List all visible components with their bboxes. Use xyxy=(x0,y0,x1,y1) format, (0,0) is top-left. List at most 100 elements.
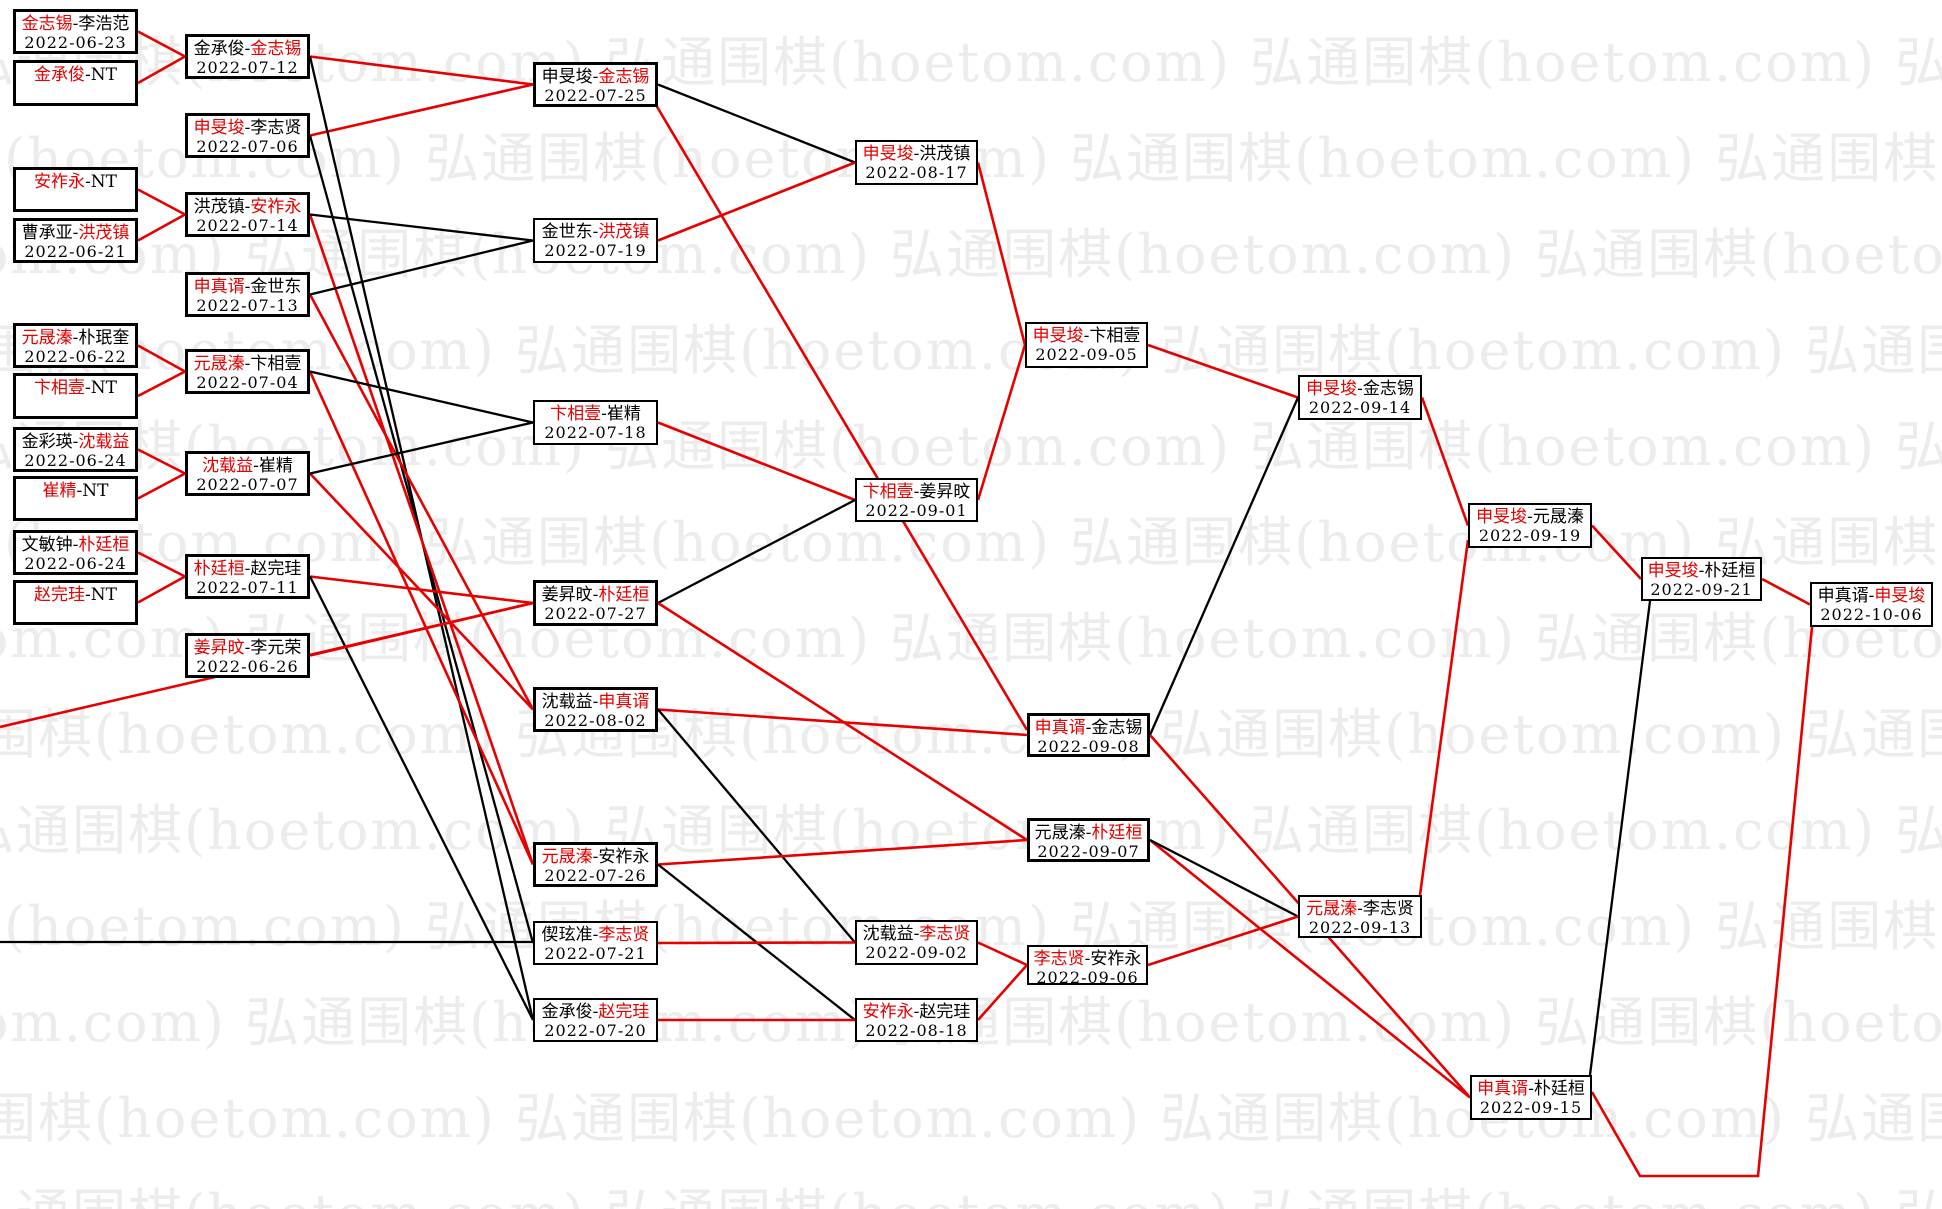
winner-path-line xyxy=(657,708,1028,737)
match-box-C6[interactable]: 元晟溱-安祚永 2022-07-26 xyxy=(533,842,658,887)
match-box-C8[interactable]: 金承俊-赵完珪 2022-07-20 xyxy=(533,998,658,1042)
player-1: 卞相壹 xyxy=(550,404,602,424)
loser-path-line xyxy=(657,498,856,605)
match-box-B6[interactable]: 沈载益-崔精 2022-07-07 xyxy=(185,451,310,496)
winner-path-line xyxy=(657,941,856,945)
match-players: 元晟溱-安祚永 xyxy=(536,847,655,867)
player-1: 元晟溱 xyxy=(541,847,593,867)
match-date: 2022-09-15 xyxy=(1479,1098,1583,1117)
match-box-H1[interactable]: 申旻埈-朴廷桓 2022-09-21 xyxy=(1641,557,1762,601)
match-players: 金世东-洪茂镇 xyxy=(535,222,656,242)
player-1: 申旻埈 xyxy=(1306,379,1358,399)
match-box-A4[interactable]: 曹承亚-洪茂镇 2022-06-21 xyxy=(13,218,138,263)
match-box-C1[interactable]: 申旻埈-金志锡 2022-07-25 xyxy=(533,62,658,107)
winner-path-line xyxy=(1761,577,1811,606)
player-2: 赵完珪 xyxy=(250,559,302,579)
player-1: 金承俊 xyxy=(193,39,245,59)
player-1: 金承俊 xyxy=(34,65,86,85)
player-1: 申真谞 xyxy=(1034,718,1086,738)
player-1: 申旻埈 xyxy=(541,67,593,87)
players-separator: - xyxy=(253,456,259,476)
match-box-A1[interactable]: 金志锡-李浩范 2022-06-23 xyxy=(13,9,138,54)
winner-path-line xyxy=(137,551,186,578)
match-box-G2[interactable]: 申真谞-朴廷桓 2022-09-15 xyxy=(1470,1075,1592,1120)
player-1: 崔精 xyxy=(42,481,77,501)
match-box-C4[interactable]: 姜昇旼-朴廷桓 2022-07-27 xyxy=(533,580,658,626)
match-box-C2[interactable]: 金世东-洪茂镇 2022-07-19 xyxy=(533,218,658,263)
players-separator: - xyxy=(601,404,607,424)
match-box-E1[interactable]: 申旻埈-卞相壹 2022-09-05 xyxy=(1025,322,1148,368)
match-box-A7[interactable]: 金彩瑛-沈载益 2022-06-24 xyxy=(13,427,138,472)
match-date: 2022-09-01 xyxy=(865,501,968,520)
winner-path-line xyxy=(657,421,856,502)
players-separator: - xyxy=(913,482,920,502)
watermark-text: 弘通围棋(hoetom.com) 弘通围棋(hoetom.com) 弘通围棋(h… xyxy=(0,1170,1942,1209)
player-2: 金志锡 xyxy=(598,67,650,87)
player-2: NT xyxy=(90,585,117,605)
match-date: 2022-08-17 xyxy=(865,163,968,182)
match-box-D4[interactable]: 安祚永-赵完珪 2022-08-18 xyxy=(855,998,978,1042)
match-box-E2[interactable]: 申真谞-金志锡 2022-09-08 xyxy=(1027,713,1150,757)
match-box-A5[interactable]: 元晟溱-朴珉奎 2022-06-22 xyxy=(13,323,138,368)
winner-path-line xyxy=(309,575,534,605)
match-box-B8[interactable]: 姜昇旼-李元荣 2022-06-26 xyxy=(185,633,310,678)
match-date: 2022-09-05 xyxy=(1035,345,1138,364)
player-2: 赵完珪 xyxy=(919,1002,971,1022)
winner-path-line xyxy=(137,575,186,604)
match-players: 卞相壹-姜昇旼 xyxy=(857,482,976,502)
loser-path-line xyxy=(657,708,856,944)
match-box-C7[interactable]: 偰玹准-李志贤 2022-07-21 xyxy=(533,921,658,965)
match-players: 元晟溱-卞相壹 xyxy=(188,354,307,374)
match-box-F2[interactable]: 元晟溱-李志贤 2022-09-13 xyxy=(1298,895,1422,938)
player-2: NT xyxy=(90,65,117,85)
players-separator: - xyxy=(1357,899,1363,919)
player-2: 洪茂镇 xyxy=(598,222,650,242)
players-separator: - xyxy=(85,65,91,85)
match-players: 申旻埈-朴廷桓 xyxy=(1643,561,1760,581)
match-box-A6[interactable]: 卞相壹-NT xyxy=(13,373,138,419)
match-players: 元晟溱-朴廷桓 xyxy=(1030,823,1147,843)
match-box-E4[interactable]: 李志贤-安祚永 2022-09-06 xyxy=(1027,945,1148,987)
match-box-F1[interactable]: 申旻埈-金志锡 2022-09-14 xyxy=(1298,375,1422,420)
players-separator: - xyxy=(1085,718,1092,738)
match-box-B2[interactable]: 申旻埈-李志贤 2022-07-06 xyxy=(185,113,310,158)
winner-path-line xyxy=(657,838,1028,866)
match-box-B5[interactable]: 元晟溱-卞相壹 2022-07-04 xyxy=(185,349,310,394)
player-2: 李志贤 xyxy=(598,925,650,945)
match-box-B1[interactable]: 金承俊-金志锡 2022-07-12 xyxy=(185,34,310,79)
match-box-A3[interactable]: 安祚永-NT xyxy=(13,167,138,212)
players-separator: - xyxy=(592,585,599,605)
match-box-A2[interactable]: 金承俊-NT xyxy=(13,60,138,106)
winner-path-line xyxy=(1147,343,1299,399)
match-box-A10[interactable]: 赵完珪-NT xyxy=(13,580,138,625)
player-2: 申旻埈 xyxy=(1874,586,1926,606)
match-box-A9[interactable]: 文敏钟-朴廷桓 2022-06-24 xyxy=(13,530,138,575)
match-box-C5[interactable]: 沈载益-申真谞 2022-08-02 xyxy=(533,687,658,732)
match-date: 2022-07-21 xyxy=(544,944,647,963)
match-box-C3[interactable]: 卞相壹-崔精 2022-07-18 xyxy=(533,400,658,445)
player-2: 李志贤 xyxy=(1362,899,1414,919)
winner-path-line xyxy=(137,448,186,475)
match-box-D3[interactable]: 沈载益-李志贤 2022-09-02 xyxy=(855,920,978,965)
match-date: 2022-06-23 xyxy=(24,33,127,52)
match-box-D2[interactable]: 卞相壹-姜昇旼 2022-09-01 xyxy=(855,478,978,522)
player-2: NT xyxy=(90,378,117,398)
match-box-B3[interactable]: 洪茂镇-安祚永 2022-07-14 xyxy=(185,192,310,237)
players-separator: - xyxy=(1527,507,1533,527)
match-box-G1[interactable]: 申旻埈-元晟溱 2022-09-19 xyxy=(1468,503,1592,548)
match-box-B4[interactable]: 申真谞-金世东 2022-07-13 xyxy=(185,272,310,317)
players-separator: - xyxy=(244,354,251,374)
players-separator: - xyxy=(72,14,79,34)
match-players: 申旻埈-卞相壹 xyxy=(1027,326,1146,346)
match-box-I1[interactable]: 申真谞-申旻埈 2022-10-06 xyxy=(1810,582,1933,627)
match-box-B7[interactable]: 朴廷桓-赵完珪 2022-07-11 xyxy=(185,554,310,599)
match-players: 元晟溱-李志贤 xyxy=(1300,899,1420,919)
match-box-A8[interactable]: 崔精-NT xyxy=(13,476,138,521)
match-box-D1[interactable]: 申旻埈-洪茂镇 2022-08-17 xyxy=(855,140,978,185)
match-date: 2022-09-08 xyxy=(1037,737,1140,756)
loser-path-line xyxy=(308,575,535,1021)
match-box-E3[interactable]: 元晟溱-朴廷桓 2022-09-07 xyxy=(1027,818,1150,862)
player-1: 安祚永 xyxy=(862,1002,914,1022)
match-date: 2022-07-18 xyxy=(544,423,647,442)
match-date: 2022-09-19 xyxy=(1478,526,1582,545)
